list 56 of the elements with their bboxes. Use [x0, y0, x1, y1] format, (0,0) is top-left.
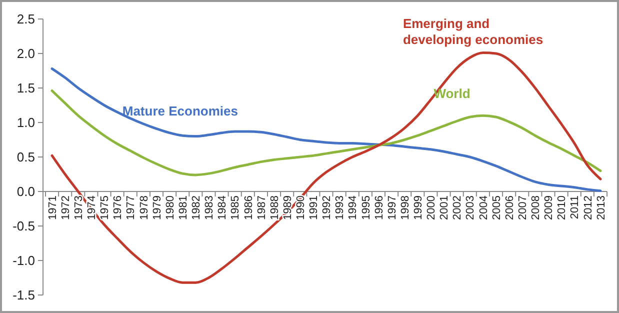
x-tick-label: 1987: [256, 196, 268, 220]
x-tick-label: 2006: [504, 196, 516, 220]
x-tick-label: 1984: [216, 196, 229, 220]
x-tick-label: 2011: [569, 196, 582, 220]
x-tick-label: 1975: [99, 196, 112, 220]
x-tick-label: 1992: [321, 196, 334, 220]
series-label: Mature Economies: [122, 103, 238, 118]
x-tick-label: 2001: [438, 196, 451, 220]
x-tick-label: 2013: [595, 196, 608, 220]
x-tick-label: 1991: [308, 196, 320, 220]
line-series: [50, 67, 602, 192]
line-series: [50, 90, 602, 176]
x-tick-label: 1973: [72, 196, 85, 220]
x-tick-label: 1981: [177, 196, 190, 220]
y-tick-label: 0.0: [16, 184, 35, 200]
x-tick-label: 1999: [412, 196, 425, 220]
x-tick-label: 1994: [347, 196, 360, 220]
x-tick-label: 1977: [125, 196, 138, 220]
y-tick-label: 1.0: [16, 115, 35, 130]
x-tick-label: 1983: [204, 196, 216, 220]
x-tick-label: 2009: [543, 196, 556, 220]
y-tick-label: -0.5: [12, 218, 35, 234]
x-tick-label: 1979: [151, 196, 164, 220]
x-tick-label: 2005: [490, 196, 503, 220]
x-tick-label: 1990: [294, 196, 307, 220]
series-label: Emerging and developing economies: [402, 16, 544, 47]
x-tick-label: 1998: [399, 196, 412, 220]
y-tick-label: -1.5: [12, 288, 35, 303]
x-tick-label: 2000: [426, 196, 438, 220]
x-tick-label: 2010: [556, 196, 568, 220]
x-tick-label: 2012: [582, 196, 594, 220]
x-tick-label: 2004: [478, 196, 490, 220]
x-tick-label: 1996: [373, 196, 386, 220]
x-tick-label: 1997: [386, 196, 398, 220]
x-tick-label: 1972: [60, 196, 72, 220]
x-tick-label: 2008: [530, 196, 542, 220]
y-tick-label: 2.5: [16, 12, 35, 27]
x-tick-label: 1988: [268, 196, 281, 220]
x-tick-label: 1982: [190, 196, 203, 220]
x-tick-label: 2007: [516, 196, 529, 220]
y-tick-label: -1.0: [12, 253, 35, 268]
x-tick-label: 1995: [360, 196, 372, 220]
y-tick-label: 2.0: [16, 46, 35, 62]
x-tick-label: 2002: [452, 196, 464, 220]
x-tick-label: 1993: [334, 196, 346, 220]
y-tick-label: 1.5: [16, 80, 35, 96]
x-tick-label: 1985: [230, 196, 242, 220]
y-tick-label: 0.5: [16, 150, 35, 165]
x-tick-label: 1986: [242, 196, 255, 220]
x-tick-label: 2003: [464, 196, 477, 220]
x-tick-label: 1980: [164, 196, 176, 220]
x-tick-label: 1971: [46, 196, 59, 220]
x-tick-label: 1989: [282, 196, 294, 220]
x-tick-label: 1974: [86, 196, 98, 220]
x-tick-label: 1976: [112, 196, 124, 220]
x-tick-label: 1978: [138, 196, 150, 220]
